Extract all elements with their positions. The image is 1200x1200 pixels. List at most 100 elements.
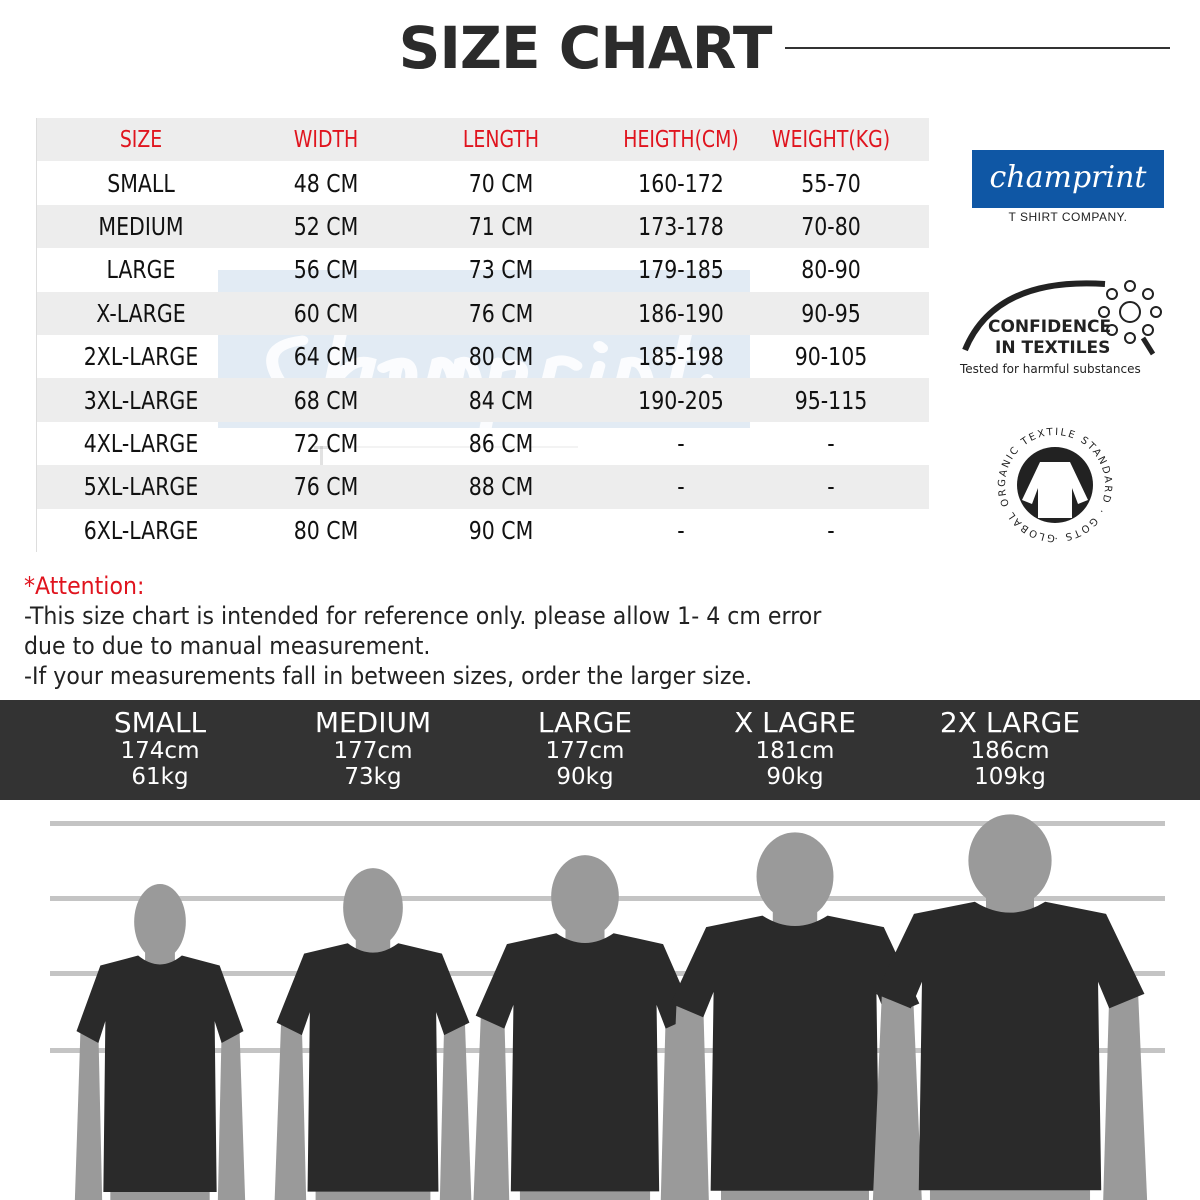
table-row: 2XL-LARGE 64 CM 80 CM 185-198 90-105 (37, 335, 929, 378)
table-row: 6XL-LARGE 80 CM 90 CM - - (37, 509, 929, 552)
column-header: SIZE (119, 126, 163, 153)
table-row: X-LARGE 60 CM 76 CM 186-190 90-95 (37, 291, 929, 335)
table-cell: 179-185 (638, 255, 724, 285)
note-line-1: -This size chart is intended for referen… (24, 602, 822, 630)
table-row: SMALL 48 CM 70 CM 160-172 55-70 (37, 161, 929, 204)
table-cell: 68 CM (293, 385, 359, 415)
model-weight: 61kg (131, 764, 189, 790)
table-header: SIZE WIDTH LENGTH HEIGTH(CM) WEIGHT(KG) (37, 118, 929, 162)
table-cell: 60 CM (293, 298, 359, 328)
table-cell: 4XL-LARGE (83, 428, 199, 458)
table-cell: 84 CM (468, 385, 534, 415)
table-cell: SMALL (107, 168, 175, 198)
model-info: 2X LARGE 186cm 109kg (939, 706, 1081, 791)
oeko-sub: Tested for harmful substances (959, 362, 1141, 376)
table-cell: 90 CM (468, 515, 534, 545)
table-cell: 80-90 (801, 255, 861, 285)
model-info: MEDIUM 177cm 73kg (314, 706, 432, 791)
model-height: 181cm (755, 738, 835, 764)
column-header: WEIGHT(KG) (771, 126, 891, 153)
model-silhouette (74, 883, 246, 1200)
table-cell: 55-70 (801, 168, 861, 198)
table-row: LARGE 56 CM 73 CM 179-185 80-90 (37, 248, 929, 291)
table-cell: 71 CM (468, 211, 534, 241)
model-label: 2X LARGE (939, 706, 1081, 739)
gots-logo: GLOBAL ORGANIC TEXTILE STANDARD · GOTS · (997, 427, 1111, 543)
table-cell: 6XL-LARGE (83, 515, 199, 545)
watermark-tagline-art (314, 446, 578, 468)
attention-label: *Attention: (24, 572, 145, 600)
table-cell: 86 CM (468, 428, 534, 458)
table-cell: 80 CM (468, 342, 534, 372)
table-cell: MEDIUM (98, 211, 184, 241)
model-height: 177cm (333, 738, 413, 764)
height-guide-line (50, 821, 1165, 826)
table-cell: 5XL-LARGE (83, 472, 199, 502)
table-cell: 90-95 (801, 298, 861, 328)
table-cell: 95-115 (794, 385, 868, 415)
table-row: 3XL-LARGE 68 CM 84 CM 190-205 95-115 (37, 378, 929, 422)
oeko-title2: IN TEXTILES (995, 338, 1110, 358)
model-height: 186cm (970, 738, 1050, 764)
table-cell: 48 CM (293, 168, 359, 198)
table-cell: 64 CM (293, 342, 359, 372)
size-table: SIZE WIDTH LENGTH HEIGTH(CM) WEIGHT(KG) SMALL… (36, 118, 929, 552)
model-height: 177cm (545, 738, 625, 764)
oeko-tex-logo: CONFIDENCE IN TEXTILES Tested for harmfu… (959, 280, 1162, 376)
model-weight: 109kg (974, 764, 1046, 790)
table-cell: 88 CM (468, 472, 534, 502)
model-info: SMALL 174cm 61kg (113, 706, 207, 791)
model-label: LARGE (537, 706, 633, 739)
model-info: X LAGRE 181cm 90kg (734, 706, 856, 791)
model-info: LARGE 177cm 90kg (537, 706, 633, 791)
model-label: X LAGRE (734, 706, 856, 739)
model-weight: 90kg (556, 764, 614, 790)
column-header: WIDTH (293, 126, 359, 153)
table-cell: 185-198 (638, 342, 724, 372)
model-weight: 73kg (344, 764, 402, 790)
flower-icon (1098, 280, 1162, 344)
note-line-2: due to due to manual measurement. (24, 632, 431, 660)
table-cell: - (827, 515, 835, 545)
table-cell: 52 CM (293, 211, 359, 241)
table-cell: X-LARGE (96, 298, 186, 328)
model-label: MEDIUM (314, 706, 432, 739)
column-header: HEIGTH(CM) (623, 126, 739, 153)
table-cell: - (677, 472, 685, 502)
table-row: MEDIUM 52 CM 71 CM 173-178 70-80 (37, 204, 929, 249)
model-silhouette (872, 814, 1148, 1200)
model-label: SMALL (113, 706, 207, 739)
table-cell: 3XL-LARGE (83, 385, 199, 415)
arc-icon (962, 280, 1106, 352)
table-cell: 173-178 (638, 211, 724, 241)
table-cell: 80 CM (293, 515, 359, 545)
table-cell: 160-172 (638, 168, 724, 198)
brand-logo: champrint (972, 150, 1164, 208)
page-title: SIZE CHART (398, 14, 773, 82)
table-cell: - (677, 515, 685, 545)
table-cell: 72 CM (293, 428, 359, 458)
shirt-icon (1022, 462, 1088, 518)
table-cell: 190-205 (638, 385, 724, 415)
table-cell: - (827, 472, 835, 502)
table-row: 5XL-LARGE 76 CM 88 CM - - (37, 465, 929, 509)
model-figures (50, 814, 1165, 1200)
table-cell: 186-190 (638, 298, 724, 328)
table-cell: 76 CM (293, 472, 359, 502)
table-cell: 56 CM (293, 255, 359, 285)
table-row: 4XL-LARGE 72 CM 86 CM - - (37, 422, 929, 465)
table-cell: - (827, 428, 835, 458)
title-divider (785, 47, 1170, 49)
brand-tagline: T SHIRT COMPANY. (1008, 210, 1128, 224)
table-cell: 70-80 (801, 211, 861, 241)
table-cell: 2XL-LARGE (83, 342, 199, 372)
table-cell: LARGE (106, 255, 176, 285)
table-cell: 90-105 (794, 342, 868, 372)
model-band: SMALL 174cm 61kg MEDIUM 177cm 73kg LARGE 177cm 9… (0, 700, 1200, 800)
model-weight: 90kg (766, 764, 824, 790)
model-height: 174cm (120, 738, 200, 764)
model-silhouette (473, 855, 697, 1200)
table-cell: - (677, 428, 685, 458)
column-header: LENGTH (462, 126, 540, 153)
note-line-3: -If your measurements fall in between si… (24, 662, 753, 690)
